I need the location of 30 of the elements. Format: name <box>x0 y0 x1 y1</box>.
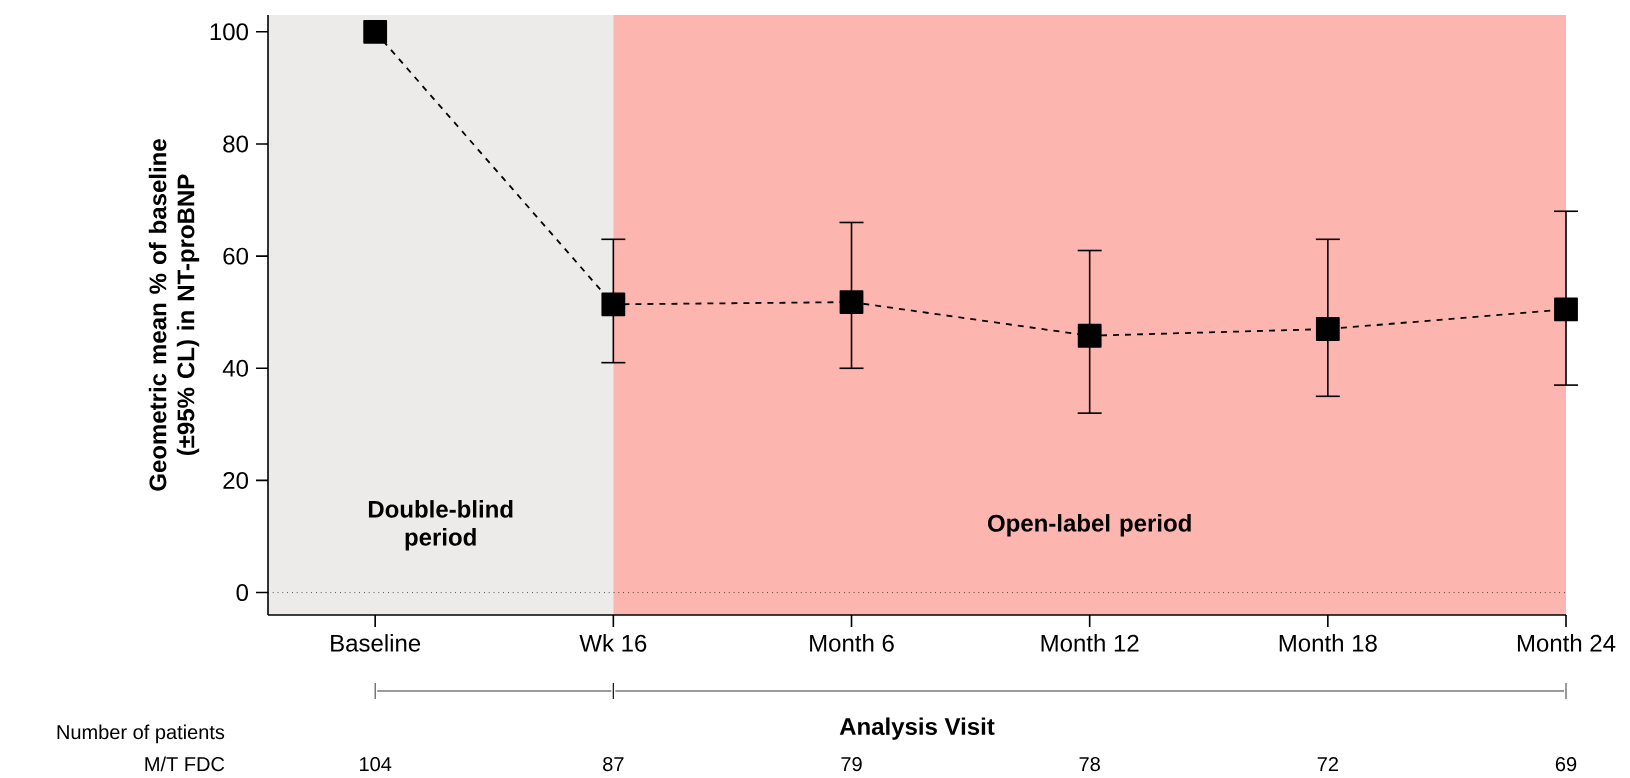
text: 72 <box>1317 757 1338 772</box>
point <box>1315 317 1340 341</box>
band-label: Double-blind period <box>368 500 513 551</box>
text: 78 <box>1079 757 1100 772</box>
x-tick-label: Month 6 <box>810 634 894 652</box>
x-tick-label: Month 12 <box>1041 634 1139 652</box>
text: M/T FDC <box>145 756 225 772</box>
x-tick-label: Wk 16 <box>579 634 647 652</box>
text: Number of patients <box>57 724 225 744</box>
y-axis-title: Geometric mean % of baseline (±95% CL) in NT-proBNP <box>148 139 200 491</box>
point <box>601 292 626 317</box>
point <box>1554 297 1578 322</box>
y-tick-label: 0 <box>236 584 249 602</box>
text: 79 <box>841 757 862 772</box>
point <box>363 19 388 44</box>
point <box>1077 323 1102 348</box>
y-tick-label: 60 <box>223 247 248 265</box>
point <box>839 290 864 315</box>
text: 87 <box>603 757 624 772</box>
x-tick-label: Month 24 <box>1517 634 1616 652</box>
x-tick-label: Month 18 <box>1279 634 1377 652</box>
y-tick-label: 80 <box>223 135 248 153</box>
band-label: Open-label period <box>987 514 1191 537</box>
x-tick-label: Baseline <box>331 634 421 652</box>
y-tick-label: 100 <box>210 23 248 41</box>
x-axis-title: Analysis Visit <box>839 717 995 740</box>
y-tick-label: 20 <box>223 471 248 489</box>
text: 104 <box>360 757 392 772</box>
text: 69 <box>1555 757 1577 772</box>
y-tick-label: 40 <box>222 359 248 377</box>
